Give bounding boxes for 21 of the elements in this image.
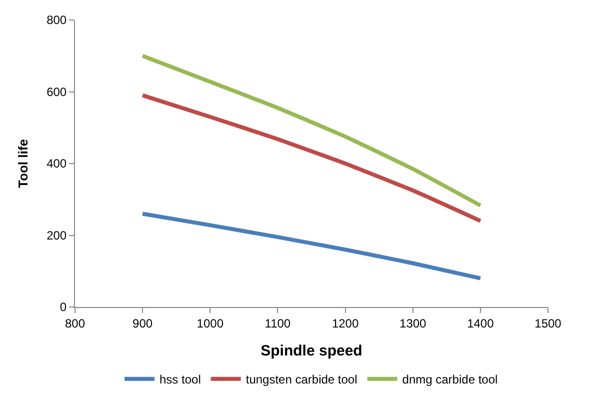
legend-label: hss tool	[160, 372, 201, 387]
x-tick-label: 1500	[534, 316, 562, 330]
x-tick-label: 1400	[467, 316, 494, 330]
line-series	[140, 93, 482, 223]
x-tick-label: 800	[64, 316, 86, 330]
line-series	[140, 54, 482, 208]
x-tick-label: 1000	[196, 316, 224, 330]
legend-label: dnmg carbide tool	[402, 372, 498, 387]
y-axis-title: Tool life	[16, 139, 31, 188]
y-tick-label: 800	[46, 13, 67, 28]
x-tick-label: 1100	[264, 316, 291, 330]
y-tick-label: 200	[46, 228, 67, 242]
legend-label: tungsten carbide tool	[246, 372, 358, 387]
y-tick-label: 0	[60, 300, 67, 314]
x-tick-label: 1300	[400, 316, 427, 330]
x-tick-label: 1200	[332, 316, 359, 330]
x-axis-title: Spindle speed	[260, 342, 362, 360]
y-tick-label: 400	[46, 156, 67, 171]
line-series	[140, 212, 482, 280]
y-tick-label: 600	[46, 84, 67, 99]
x-tick-label: 900	[132, 316, 153, 330]
